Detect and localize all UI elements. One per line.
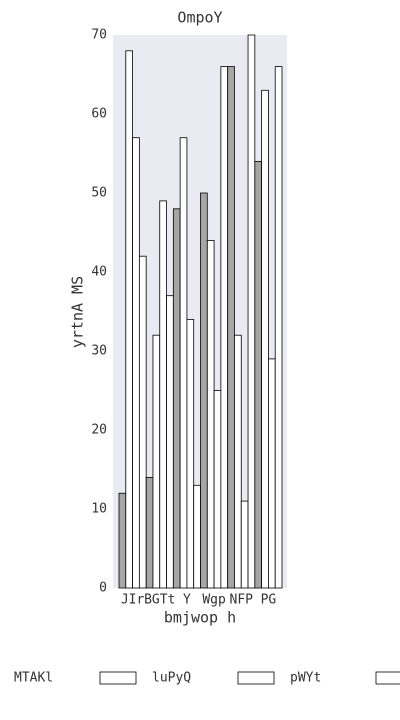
x-axis-label: bmjwop h <box>164 609 236 627</box>
y-tick-label: 0 <box>99 581 107 596</box>
x-tick-label: BGTt <box>144 593 175 608</box>
y-tick-label: 30 <box>91 344 107 359</box>
x-tick-label: JIr <box>121 593 145 608</box>
y-tick-label: 50 <box>91 186 107 201</box>
bar <box>200 192 208 589</box>
bar <box>172 208 181 589</box>
bar <box>213 390 222 589</box>
bar <box>166 295 174 589</box>
x-tick-label: Y <box>183 593 191 608</box>
y-tick-label: 40 <box>91 265 107 280</box>
legend-swatch <box>99 671 137 685</box>
bar <box>118 492 127 589</box>
bar <box>254 160 263 589</box>
bar <box>193 484 201 589</box>
y-tick-label: 20 <box>91 423 107 438</box>
bar <box>132 137 140 589</box>
bar <box>234 334 242 589</box>
bar <box>186 318 195 589</box>
legend-label: MTAKl <box>14 671 53 686</box>
bar <box>220 66 229 589</box>
x-tick-label: NFP <box>230 593 254 608</box>
x-tick-label: PG <box>261 593 277 608</box>
y-tick-label: 60 <box>91 107 107 122</box>
bar <box>206 239 215 589</box>
bar <box>179 137 188 589</box>
bar <box>261 89 269 589</box>
bar <box>159 200 167 589</box>
y-tick-label: 70 <box>91 28 107 43</box>
bar <box>247 34 256 589</box>
bar <box>227 66 235 589</box>
bar <box>125 50 133 589</box>
bar <box>268 358 276 589</box>
legend-swatch <box>375 671 400 685</box>
y-tick-label: 10 <box>91 502 107 517</box>
bar <box>138 255 147 589</box>
bar <box>152 334 161 589</box>
y-axis-label: yrtnA MS <box>69 276 87 348</box>
legend-label: pWYt <box>290 671 321 686</box>
x-tick-label: Wgp <box>202 593 226 608</box>
chart-title: OmpoY <box>177 9 222 27</box>
legend-swatch <box>237 671 275 685</box>
bar <box>274 66 283 589</box>
bar <box>240 500 249 589</box>
bar <box>145 476 154 589</box>
legend-label: luPyQ <box>152 671 191 686</box>
